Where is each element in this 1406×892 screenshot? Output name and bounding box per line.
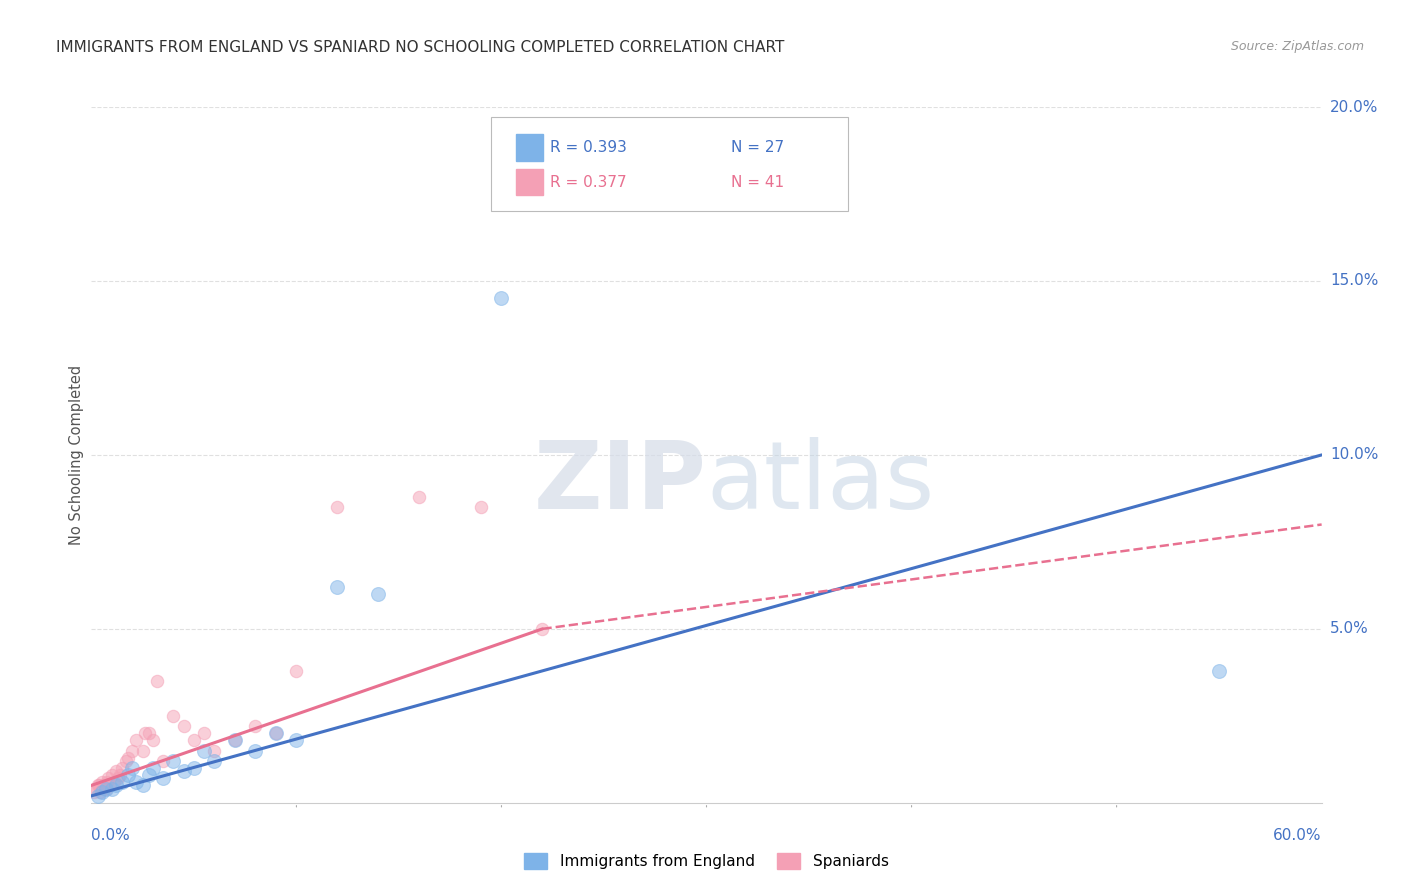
Text: 0.0%: 0.0% [91,828,131,843]
Point [326,580,349,594]
Point [131,744,153,758]
Point [138,768,160,782]
Point [90,785,112,799]
Point [202,754,225,768]
Point [593,186,616,201]
Point [183,761,205,775]
Point [1208,664,1230,678]
Point [173,764,195,779]
Legend: Immigrants from England, Spaniards: Immigrants from England, Spaniards [519,847,894,875]
Point [96,775,118,789]
Point [125,775,148,789]
Point [193,726,215,740]
Point [101,768,124,782]
Point [103,775,125,789]
Point [111,775,134,789]
Point [86,789,108,803]
Point [89,785,111,799]
Y-axis label: No Schooling Completed: No Schooling Completed [69,365,84,545]
Point [491,291,513,305]
Point [87,778,110,792]
Point [285,733,308,747]
Point [326,500,349,514]
Point [86,778,108,792]
Point [142,733,165,747]
Text: 5.0%: 5.0% [1330,622,1368,636]
Text: 60.0%: 60.0% [1274,828,1322,843]
Point [90,775,112,789]
Point [202,744,225,758]
Point [134,726,156,740]
Text: Source: ZipAtlas.com: Source: ZipAtlas.com [1230,40,1364,54]
Text: N = 41: N = 41 [731,175,785,190]
Point [108,768,131,782]
Point [193,744,215,758]
Point [94,781,117,796]
Point [91,781,114,796]
Point [224,733,246,747]
Point [245,744,267,758]
Point [83,785,105,799]
Point [264,726,287,740]
Point [94,781,117,796]
Bar [516,134,543,161]
Point [98,778,121,792]
Bar [516,169,543,195]
Point [105,764,127,779]
Point [142,761,165,775]
FancyBboxPatch shape [491,118,848,211]
Point [121,761,143,775]
Point [531,622,554,636]
Point [245,719,267,733]
Point [162,708,184,723]
Point [121,744,143,758]
Point [97,772,120,786]
Point [117,768,139,782]
Point [117,750,139,764]
Point [111,761,134,775]
Text: N = 27: N = 27 [731,140,785,155]
Point [408,490,430,504]
Point [125,733,148,747]
Text: 10.0%: 10.0% [1330,448,1378,462]
Point [285,664,308,678]
Point [470,500,492,514]
Point [162,754,184,768]
Point [173,719,195,733]
Text: 15.0%: 15.0% [1330,274,1378,288]
Point [264,726,287,740]
Point [152,754,174,768]
Text: R = 0.393: R = 0.393 [550,140,627,155]
Text: R = 0.377: R = 0.377 [550,175,627,190]
Point [93,778,115,792]
Text: 20.0%: 20.0% [1330,100,1378,114]
Text: ZIP: ZIP [534,437,706,529]
Point [84,781,107,796]
Point [224,733,246,747]
Point [367,587,389,601]
Point [115,754,138,768]
Text: atlas: atlas [706,437,935,529]
Point [105,778,127,792]
Text: IMMIGRANTS FROM ENGLAND VS SPANIARD NO SCHOOLING COMPLETED CORRELATION CHART: IMMIGRANTS FROM ENGLAND VS SPANIARD NO S… [56,40,785,55]
Point [146,674,169,689]
Point [183,733,205,747]
Point [101,781,124,796]
Point [138,726,160,740]
Point [152,772,174,786]
Point [107,772,129,786]
Point [131,778,153,792]
